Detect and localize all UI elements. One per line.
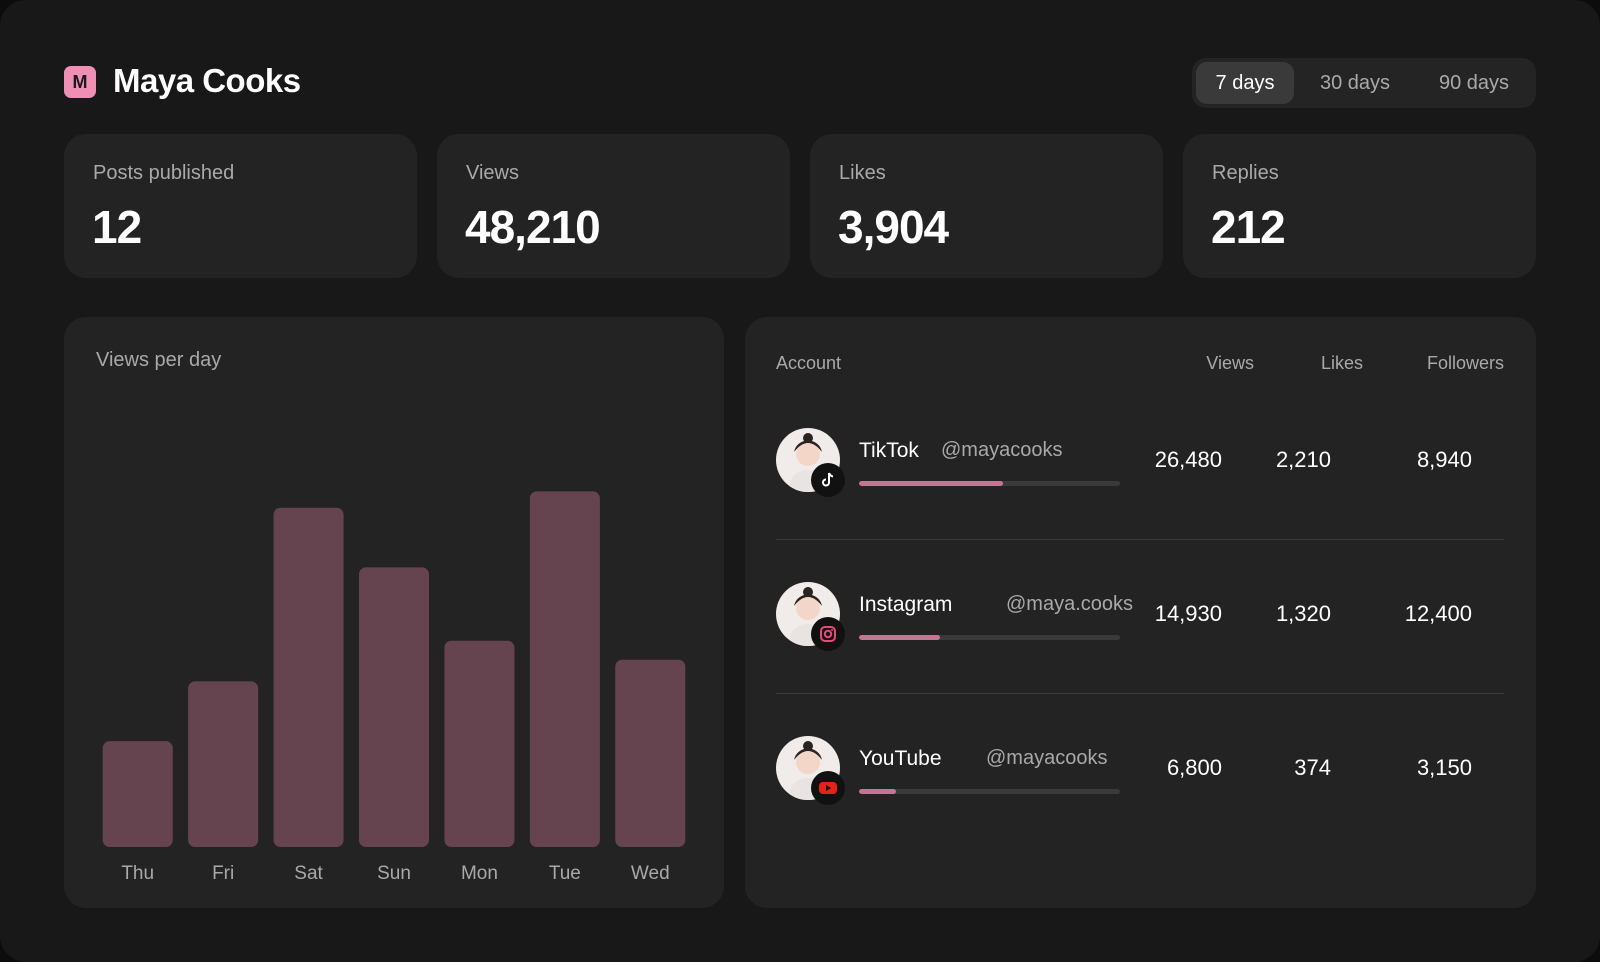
chart-bar-thu[interactable] [102, 741, 173, 847]
stat-card-likes: Likes 3,904 [810, 134, 1163, 278]
stat-value: 3,904 [838, 201, 949, 253]
stat-value: 212 [1211, 201, 1286, 253]
chart-title: Views per day [96, 349, 222, 371]
column-header-account: Account [776, 353, 842, 373]
date-range-toggle: 7 days 30 days 90 days [1192, 58, 1536, 108]
youtube-icon [811, 771, 845, 805]
instagram-icon [811, 617, 845, 651]
chart-bar-wed[interactable] [615, 659, 686, 847]
x-tick-label: Mon [461, 863, 498, 884]
accounts-card: Account Views Likes Followers TikTok @ma… [745, 317, 1536, 908]
range-30-days[interactable]: 30 days [1319, 71, 1391, 94]
avatar [776, 736, 845, 805]
brand-logo: M [64, 66, 96, 98]
column-header-followers[interactable]: Followers [1426, 353, 1504, 373]
stat-card-views: Views 48,210 [437, 134, 790, 278]
account-handle: @mayacooks [941, 439, 1063, 461]
stat-value: 48,210 [465, 201, 601, 253]
share-bar [859, 635, 1120, 640]
platform-name: YouTube [859, 747, 942, 770]
chart-bar-sun[interactable] [358, 567, 430, 847]
stat-card-replies: Replies 212 [1183, 134, 1536, 278]
column-header-views[interactable]: Views [1206, 353, 1254, 373]
platform-name: Instagram [859, 593, 953, 616]
x-tick-label: Thu [121, 863, 154, 884]
x-tick-label: Fri [212, 863, 234, 884]
avatar [776, 582, 845, 651]
chart-bar-fri[interactable] [188, 681, 259, 847]
share-bar-fill [859, 789, 896, 794]
chart-bar-sat[interactable] [273, 507, 344, 847]
views-per-day-card: Views per day Thu Fri Sat Sun Mon Tue Wed [64, 317, 724, 908]
followers-value: 8,940 [1416, 447, 1472, 472]
share-bar [859, 481, 1120, 486]
stat-label: Posts published [93, 162, 235, 184]
account-row-tiktok[interactable]: TikTok @mayacooks 26,480 2,210 8,940 [776, 428, 1504, 528]
stat-card-posts: Posts published 12 [64, 134, 417, 278]
share-bar-fill [859, 481, 1003, 486]
range-90-days[interactable]: 90 days [1438, 71, 1510, 94]
header: M Maya Cooks 7 days 30 days 90 days [64, 58, 1536, 108]
account-handle: @mayacooks [986, 747, 1108, 769]
chart-bar-tue[interactable] [529, 491, 600, 847]
account-row-youtube[interactable]: YouTube @mayacooks 6,800 374 3,150 [776, 736, 1504, 836]
views-bar-chart: Thu Fri Sat Sun Mon Tue Wed [102, 491, 686, 884]
row-divider [776, 693, 1504, 694]
views-value: 6,800 [1166, 755, 1222, 780]
x-tick-label: Wed [631, 863, 670, 884]
followers-value: 3,150 [1416, 755, 1472, 780]
avatar [776, 428, 845, 497]
tiktok-icon [811, 463, 845, 497]
views-value: 14,930 [1154, 601, 1222, 626]
stat-label: Views [466, 162, 519, 184]
account-handle: @maya.cooks [1006, 593, 1134, 615]
stat-label: Replies [1212, 162, 1279, 184]
range-7-days[interactable]: 7 days [1196, 62, 1294, 104]
x-tick-label: Sun [377, 863, 411, 884]
likes-value: 1,320 [1275, 601, 1331, 626]
share-bar [859, 789, 1120, 794]
account-row-instagram[interactable]: Instagram @maya.cooks 14,930 1,320 12,40… [776, 582, 1504, 682]
chart-bar-mon[interactable] [444, 640, 515, 847]
column-header-likes[interactable]: Likes [1320, 353, 1363, 373]
likes-value: 374 [1294, 755, 1331, 780]
row-divider [776, 539, 1504, 540]
page-title: Maya Cooks [113, 62, 301, 99]
stat-value: 12 [92, 201, 142, 253]
followers-value: 12,400 [1404, 601, 1472, 626]
x-tick-label: Sat [294, 863, 323, 884]
share-bar-fill [859, 635, 940, 640]
stat-label: Likes [839, 162, 886, 184]
x-tick-label: Tue [549, 863, 581, 884]
platform-name: TikTok [859, 439, 919, 462]
views-value: 26,480 [1154, 447, 1222, 472]
likes-value: 2,210 [1275, 447, 1331, 472]
